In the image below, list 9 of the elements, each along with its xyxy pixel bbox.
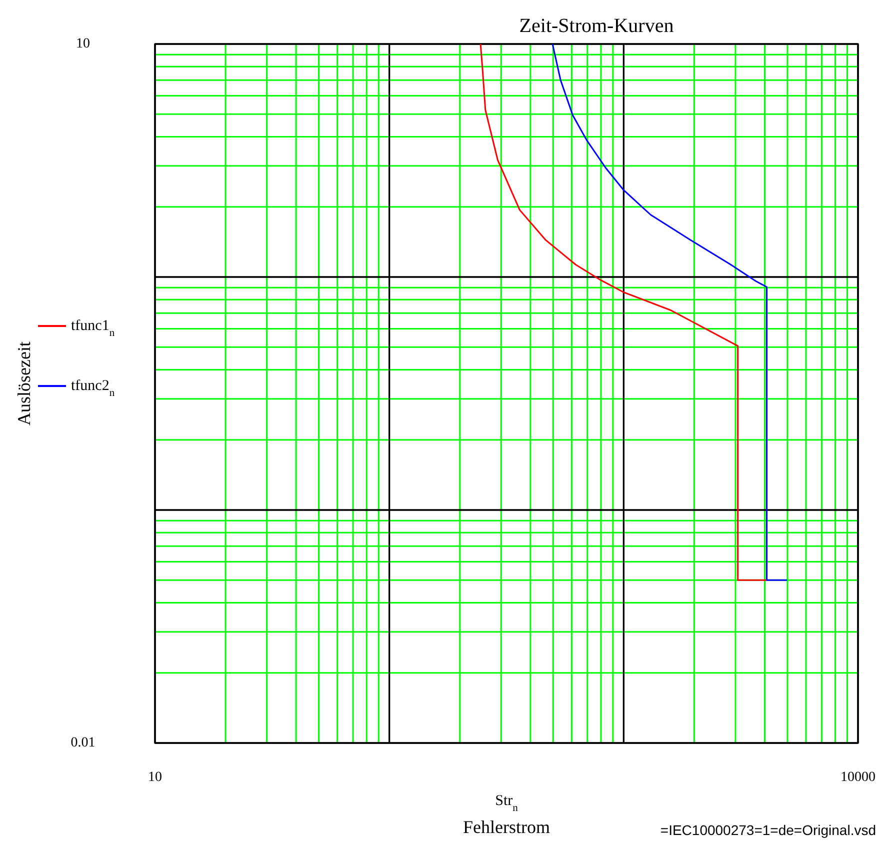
y-axis-title: Auslösezeit — [14, 342, 34, 426]
x-tick-label: 10000 — [840, 770, 876, 785]
text: Str$_{n}$ — [495, 793, 519, 814]
legend-label: tfunc1$_{n}$ — [71, 318, 116, 338]
y-tick-label: 0.01 — [70, 736, 96, 750]
legend-label: tfunc2$_{n}$ — [71, 378, 116, 398]
x-axis-title: Fehlerstrom — [463, 817, 550, 837]
chart-title: Zeit-Strom-Kurven — [519, 15, 674, 37]
text: =IEC10000273=1=de=Original.vsd — [660, 822, 876, 838]
